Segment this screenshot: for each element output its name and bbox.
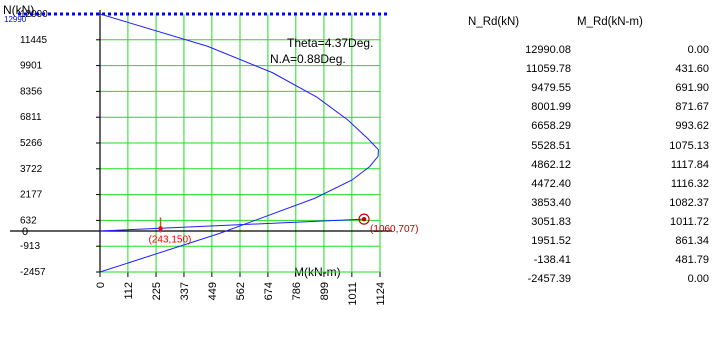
table-cell: 1951.52 [531,235,571,247]
table-cell: 1011.72 [670,215,709,228]
y-tick-label: 12990 [20,9,48,20]
table-cell: 861.34 [675,235,709,247]
interaction-diagram: N(kN) M(kN-m) 0 112 225 337 449 562 674 786 899 1… [3,3,418,306]
y-tick-label: 9901 [20,61,43,72]
applied-load-label: (243,150) [149,234,192,245]
x-tick-label: 337 [179,282,191,300]
table-cell: -2457.39 [527,273,571,286]
table-cell: 0.00 [687,44,709,56]
y-tick-label: 3722 [20,164,43,175]
table-cell: 5528.51 [531,139,571,152]
x-tick-label: 225 [151,282,163,300]
table-cell: 1082.37 [669,196,709,209]
table-cell: 1117.84 [670,158,709,171]
table-header: N_Rd(kN) [468,16,520,28]
x-tick-label: 1011 [347,282,359,306]
table-cell: 481.79 [675,254,709,267]
y-tick-label: 8356 [20,86,43,97]
x-tick-label: 449 [207,282,219,300]
table-cell: -138.41 [533,254,571,267]
series-layer [18,12,388,273]
x-tick-label: 112 [123,282,135,300]
table-cell: 4862.12 [531,158,571,171]
table-cell: 3051.83 [531,215,571,228]
y-tick-label: 11445 [20,35,48,46]
table-cell: 12990.08 [525,44,571,56]
interaction-curve [99,13,379,273]
table-cell: 11059.78 [525,63,571,76]
y-tick-label: -913 [20,241,40,252]
y-tick-label: -2457 [20,267,46,278]
load-ray [99,218,365,232]
table-cell: 871.67 [675,101,709,114]
tick-labels: 0 112 225 337 449 562 674 786 899 1011 1124 12990 11… [4,9,387,306]
table-cell: 993.62 [675,120,709,133]
x-tick-label: 0 [95,282,107,288]
y-tick-label: 5266 [20,138,43,149]
table-cell: 0.00 [687,273,709,286]
theta-label: Theta=4.37Deg. [287,36,373,50]
top-marker-label: 12990 [4,15,27,24]
table-cell: 8001.99 [531,101,571,114]
y-tick-label: 2177 [20,190,43,201]
y-tick-label: 632 [20,215,37,226]
table-cell: 4472.40 [531,177,571,190]
table-cell: 9479.55 [531,82,571,95]
x-tick-label: 674 [263,282,275,300]
x-tick-label: 899 [319,282,331,300]
table-cell: 431.60 [675,63,709,76]
na-label: N.A=0.88Deg. [270,52,346,66]
table-cell: 691.90 [675,82,709,95]
y-tick-label: 6811 [20,112,42,123]
x-tick-label: 562 [235,282,247,300]
design-point-label: (1060,707) [370,224,418,235]
grid [10,10,392,277]
table-cell: 1075.13 [669,139,709,152]
table-header: M_Rd(kN-m) [577,16,643,28]
x-tick-label: 1124 [375,282,387,306]
table-cell: 3853.40 [531,196,571,209]
design-point-ring [358,213,370,225]
x-tick-label: 786 [291,282,303,300]
design-point [361,216,367,222]
zero-label: 0 [22,226,28,238]
table-cell: 1116.32 [670,177,709,190]
table-cell: 6658.29 [531,120,571,133]
point-markers: (1060,707) (243,150) [149,213,418,245]
applied-load-point [158,226,163,231]
